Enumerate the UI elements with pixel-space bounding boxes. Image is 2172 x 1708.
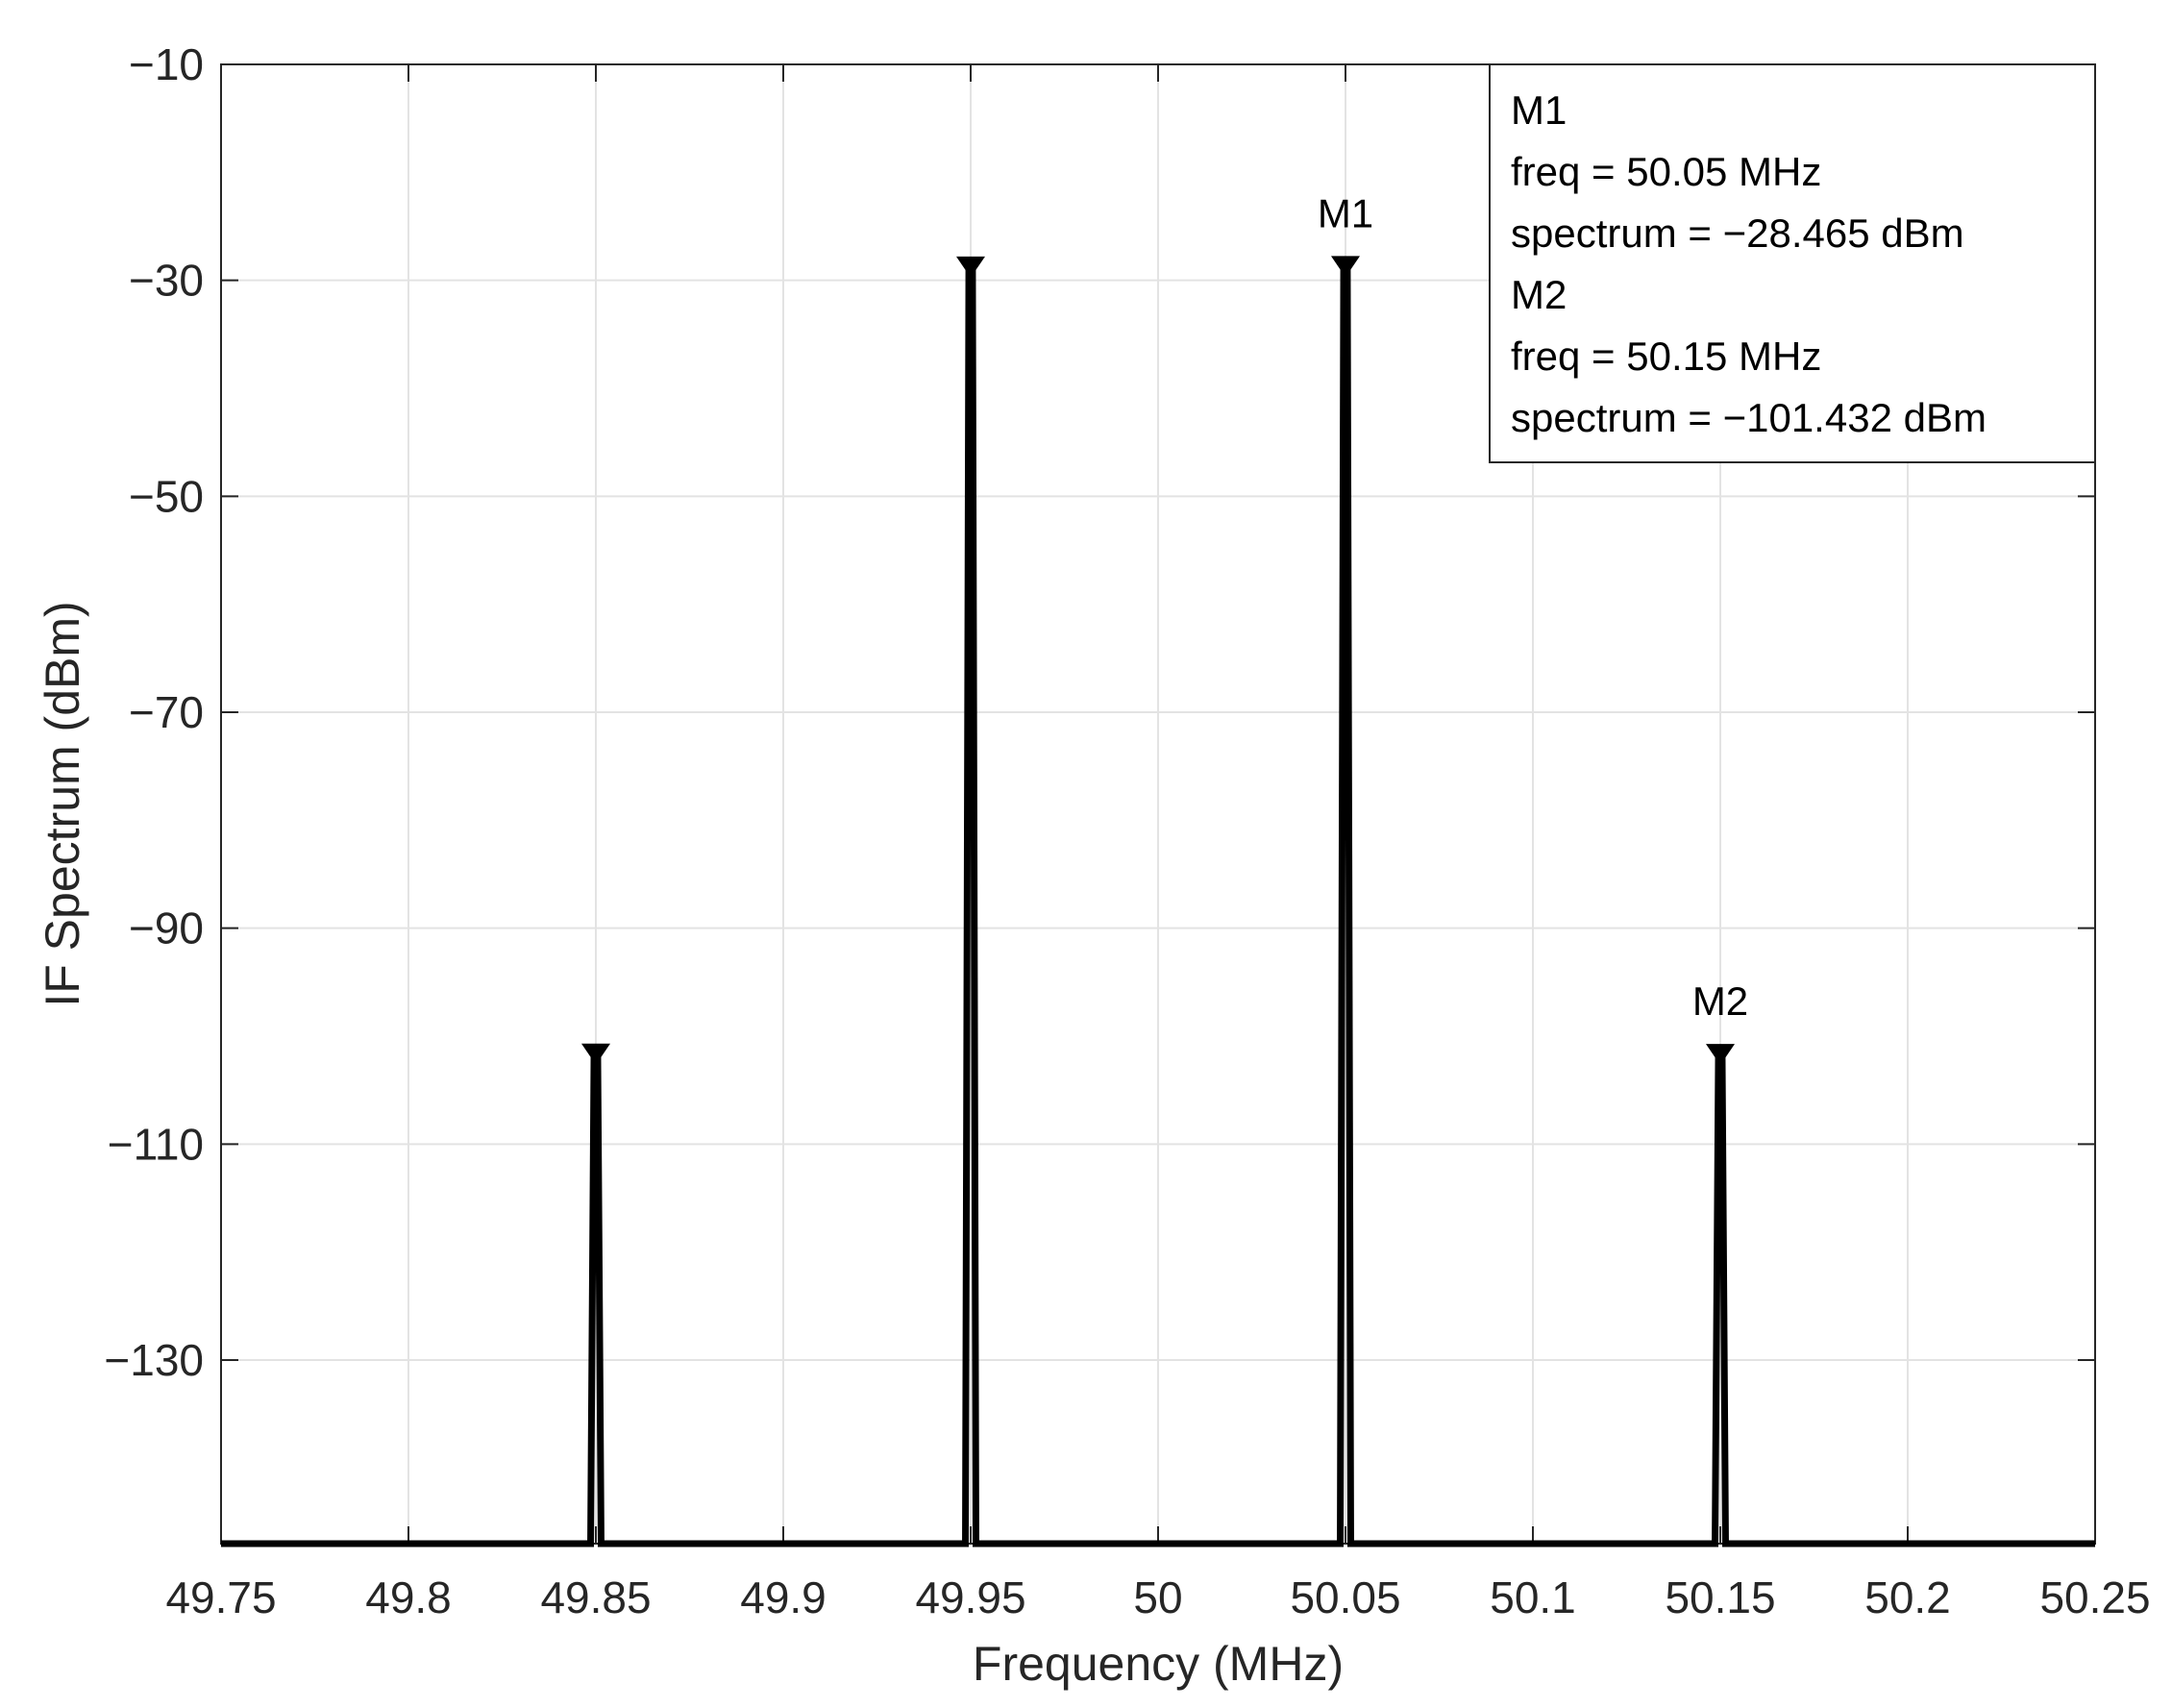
- x-axis-title: Frequency (MHz): [973, 1637, 1344, 1691]
- peak-marker-triangle: [581, 1043, 610, 1065]
- x-tick-label: 50.2: [1864, 1572, 1951, 1622]
- x-tick-label: 50.1: [1490, 1572, 1576, 1622]
- y-tick-label: −30: [129, 256, 204, 306]
- x-tick-label: 49.9: [740, 1572, 827, 1622]
- y-tick-label: −110: [108, 1119, 204, 1169]
- x-tick-label: 50.05: [1290, 1572, 1400, 1622]
- x-tick-label: 50.25: [2039, 1572, 2150, 1622]
- y-tick-label: −130: [104, 1335, 204, 1385]
- annotation-line: M1: [1511, 87, 1567, 133]
- annotation-line: spectrum = −101.432 dBm: [1511, 395, 1987, 440]
- marker-triangle: [1706, 1044, 1735, 1066]
- y-tick-label: −70: [129, 687, 204, 737]
- y-axis-title: IF Spectrum (dBm): [36, 601, 89, 1006]
- annotation-line: freq = 50.05 MHz: [1511, 149, 1821, 194]
- y-tick-label: −10: [129, 39, 204, 89]
- x-tick-label: 50.15: [1665, 1572, 1775, 1622]
- peak-marker-triangle: [956, 256, 985, 278]
- marker-triangle: [1331, 256, 1360, 278]
- y-tick-label: −90: [129, 904, 204, 953]
- x-tick-label: 49.75: [165, 1572, 276, 1622]
- marker-annotation-box: M1 freq = 50.05 MHz spectrum = −28.465 d…: [1489, 63, 2096, 463]
- x-tick-label: 50: [1133, 1572, 1182, 1622]
- marker-label: M2: [1692, 978, 1748, 1024]
- marker-layer: M1 M2: [581, 190, 1748, 1066]
- y-tick-labels: −10 −30 −50 −70 −90 −110 −130: [104, 39, 204, 1385]
- y-tick-label: −50: [129, 471, 204, 521]
- x-tick-label: 49.95: [915, 1572, 1025, 1622]
- x-tick-label: 49.8: [365, 1572, 452, 1622]
- annotation-line: freq = 50.15 MHz: [1511, 334, 1821, 379]
- x-tick-label: 49.85: [540, 1572, 651, 1622]
- annotation-line: spectrum = −28.465 dBm: [1511, 210, 1964, 256]
- annotation-box-frame: [1489, 63, 2096, 463]
- x-tick-labels: 49.75 49.8 49.85 49.9 49.95 50 50.05 50.1 50.15 5…: [165, 1572, 2150, 1622]
- annotation-line: M2: [1511, 272, 1567, 317]
- marker-label: M1: [1318, 190, 1373, 235]
